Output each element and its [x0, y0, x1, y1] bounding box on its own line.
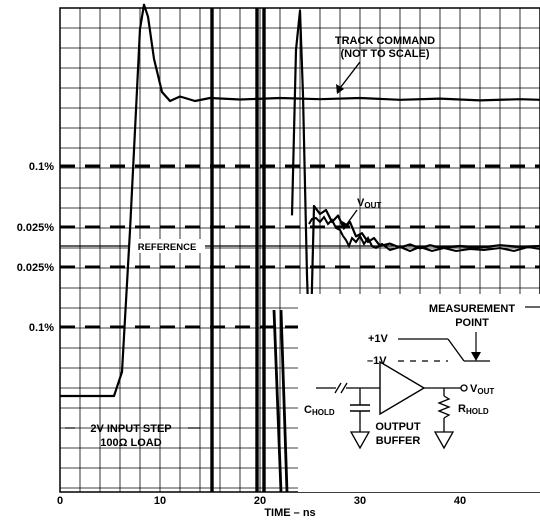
buffer-amplifier-icon [379, 360, 426, 416]
measurement-arrow-icon [471, 352, 481, 361]
track-command-annotation: TRACK COMMAND (NOT TO SCALE) [335, 35, 435, 94]
load-label: 100Ω LOAD [100, 437, 161, 449]
x-axis-label: TIME – ns [264, 507, 315, 519]
inset-background [298, 294, 540, 492]
track-command-label: TRACK COMMAND [335, 35, 435, 47]
input-step-label: 2V INPUT STEP [90, 423, 171, 435]
x-tick-label: 10 [154, 495, 166, 507]
reference-label: REFERENCE [138, 242, 197, 253]
hold-transition-lines [210, 8, 289, 493]
y-level-label: 0.025% [17, 222, 55, 234]
resistor-icon [437, 395, 451, 419]
chold-label: CHOLD [304, 404, 335, 417]
rhold-label: RHOLD [458, 403, 489, 416]
x-tick-label: 30 [354, 495, 366, 507]
vout-output-label: VOUT [470, 383, 494, 396]
vout-settling-ripple [308, 215, 540, 253]
x-tick-labels: 0 10 20 30 40 [57, 495, 466, 507]
plus-1v-label: +1V [368, 333, 389, 345]
y-level-label: 0.1% [29, 322, 54, 334]
ground-icon [349, 431, 371, 450]
y-level-label: 0.1% [29, 161, 54, 173]
y-level-label: 0.025% [17, 262, 55, 274]
x-tick-label: 40 [454, 495, 466, 507]
buffer-label: BUFFER [376, 435, 421, 447]
input-step-annotation: 2V INPUT STEP 100Ω LOAD [65, 423, 200, 449]
x-tick-label: 20 [254, 495, 266, 507]
track-command-line [60, 3, 540, 398]
ground-icon [433, 431, 455, 450]
y-level-labels: 0.1% 0.025% 0.025% 0.1% [17, 161, 55, 334]
vout-annotation: VOUT [342, 197, 381, 230]
output-label: OUTPUT [375, 421, 421, 433]
point-label: POINT [455, 317, 489, 329]
x-tick-label: 0 [57, 495, 63, 507]
measurement-label: MEASUREMENT [429, 303, 515, 315]
vout-label: VOUT [357, 197, 381, 210]
not-to-scale-label: (NOT TO SCALE) [340, 48, 429, 60]
inset-schematic: MEASUREMENT POINT +1V –1V CHOLD VOUT O [298, 294, 540, 492]
